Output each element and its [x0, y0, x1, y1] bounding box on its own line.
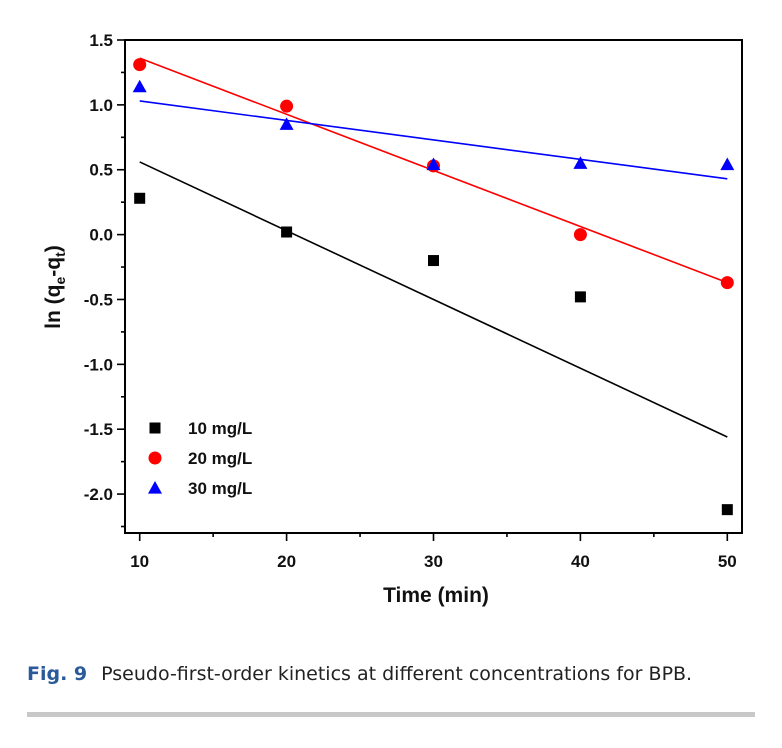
x-tick-label: 20: [277, 552, 296, 571]
data-point: [280, 99, 294, 113]
data-point: [721, 504, 733, 516]
tick-labels: 10 20 30 40 50 1.5 1.0 0.5 0.0 -0.5 -1.0 -1.5 -2.0: [84, 31, 737, 571]
legend: 10 mg/L 20 mg/L 30 mg/L: [148, 419, 252, 498]
legend-label: 20 mg/L: [188, 449, 252, 468]
data-point: [134, 192, 146, 204]
legend-marker: [148, 451, 162, 465]
figure-number: Fig. 9: [27, 663, 88, 685]
data-point: [720, 157, 735, 171]
y-tick-label: 0.0: [89, 226, 113, 245]
legend-marker: [149, 422, 161, 434]
data-points: [132, 58, 735, 516]
y-tick-label: -0.5: [84, 290, 113, 309]
y-tick-label: 1.5: [89, 31, 113, 50]
data-point: [573, 156, 588, 169]
figure-caption: Fig. 9 Pseudo-first-order kinetics at dif…: [27, 663, 692, 685]
legend-label: 30 mg/L: [188, 479, 252, 498]
x-tick-label: 40: [571, 552, 590, 571]
x-tick-label: 50: [718, 552, 737, 571]
caption-text: Pseudo-first-order kinetics at different…: [101, 663, 693, 685]
legend-marker: [148, 481, 162, 494]
y-tick-label: 1.0: [89, 96, 113, 115]
data-point: [132, 79, 147, 93]
y-tick-label: -1.5: [84, 420, 113, 439]
fit-line: [139, 161, 728, 438]
y-tick-label: -2.0: [84, 485, 113, 504]
y-axis-title: ln (qe-qt): [42, 245, 68, 329]
axis-ticks: [117, 39, 729, 541]
data-point: [426, 157, 441, 171]
y-tick-label: 0.5: [89, 161, 113, 180]
caption-divider: [27, 712, 755, 717]
data-point: [720, 276, 734, 290]
data-point: [574, 291, 586, 303]
fit-lines: [139, 57, 728, 438]
data-point: [428, 255, 439, 267]
x-axis-title: Time (min): [383, 584, 489, 607]
x-tick-label: 30: [424, 552, 443, 571]
x-tick-label: 10: [130, 552, 149, 571]
data-point: [133, 58, 147, 72]
data-point: [281, 226, 293, 238]
chart: 10 20 30 40 50 1.5 1.0 0.5 0.0 -0.5 -1.0 -1.5 -2.0 T…: [42, 31, 743, 607]
data-point: [573, 228, 587, 242]
legend-label: 10 mg/L: [188, 419, 252, 438]
y-tick-label: -1.0: [84, 355, 113, 374]
data-point: [279, 117, 294, 130]
fit-line: [139, 100, 728, 180]
